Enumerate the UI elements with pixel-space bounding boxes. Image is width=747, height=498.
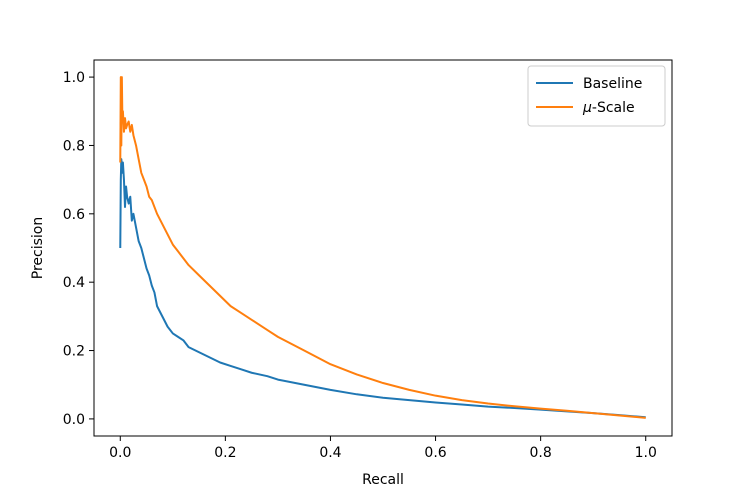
plot-frame bbox=[93, 59, 673, 437]
legend-label-text: -Scale bbox=[592, 100, 635, 116]
x-tick-label: 0.4 bbox=[319, 445, 341, 461]
y-axis-label: Precision bbox=[30, 217, 46, 279]
y-tick-label: 1.0 bbox=[63, 70, 85, 86]
y-tick-label: 0.8 bbox=[63, 138, 85, 154]
x-tick-label: 0.0 bbox=[109, 445, 131, 461]
legend-label-1: Baseline bbox=[583, 76, 642, 92]
y-tick-label: 0.2 bbox=[63, 344, 85, 360]
legend-label-italic: μ bbox=[582, 100, 592, 116]
legend-label-2: μ-Scale bbox=[582, 100, 635, 116]
series-line-1 bbox=[119, 158, 646, 419]
y-tick-label: 0.4 bbox=[63, 275, 85, 291]
legend-box bbox=[527, 65, 666, 127]
series-line-2 bbox=[119, 76, 646, 419]
x-tick-label: 0.2 bbox=[214, 445, 236, 461]
x-tick-label: 0.8 bbox=[530, 445, 552, 461]
x-axis-label: Recall bbox=[362, 472, 404, 488]
y-tick-label: 0.6 bbox=[63, 207, 85, 223]
x-tick-label: 1.0 bbox=[635, 445, 657, 461]
legend-label-text: Baseline bbox=[583, 76, 642, 92]
legend: Baseline μ-Scale bbox=[527, 65, 666, 127]
y-tick-label: 0.0 bbox=[63, 412, 85, 428]
axis-ticks: 0.0 0.2 0.4 0.6 0.8 1.0 0.0 0.2 0.4 0.6 0.8 1.0 bbox=[63, 70, 657, 461]
x-tick-label: 0.6 bbox=[424, 445, 446, 461]
